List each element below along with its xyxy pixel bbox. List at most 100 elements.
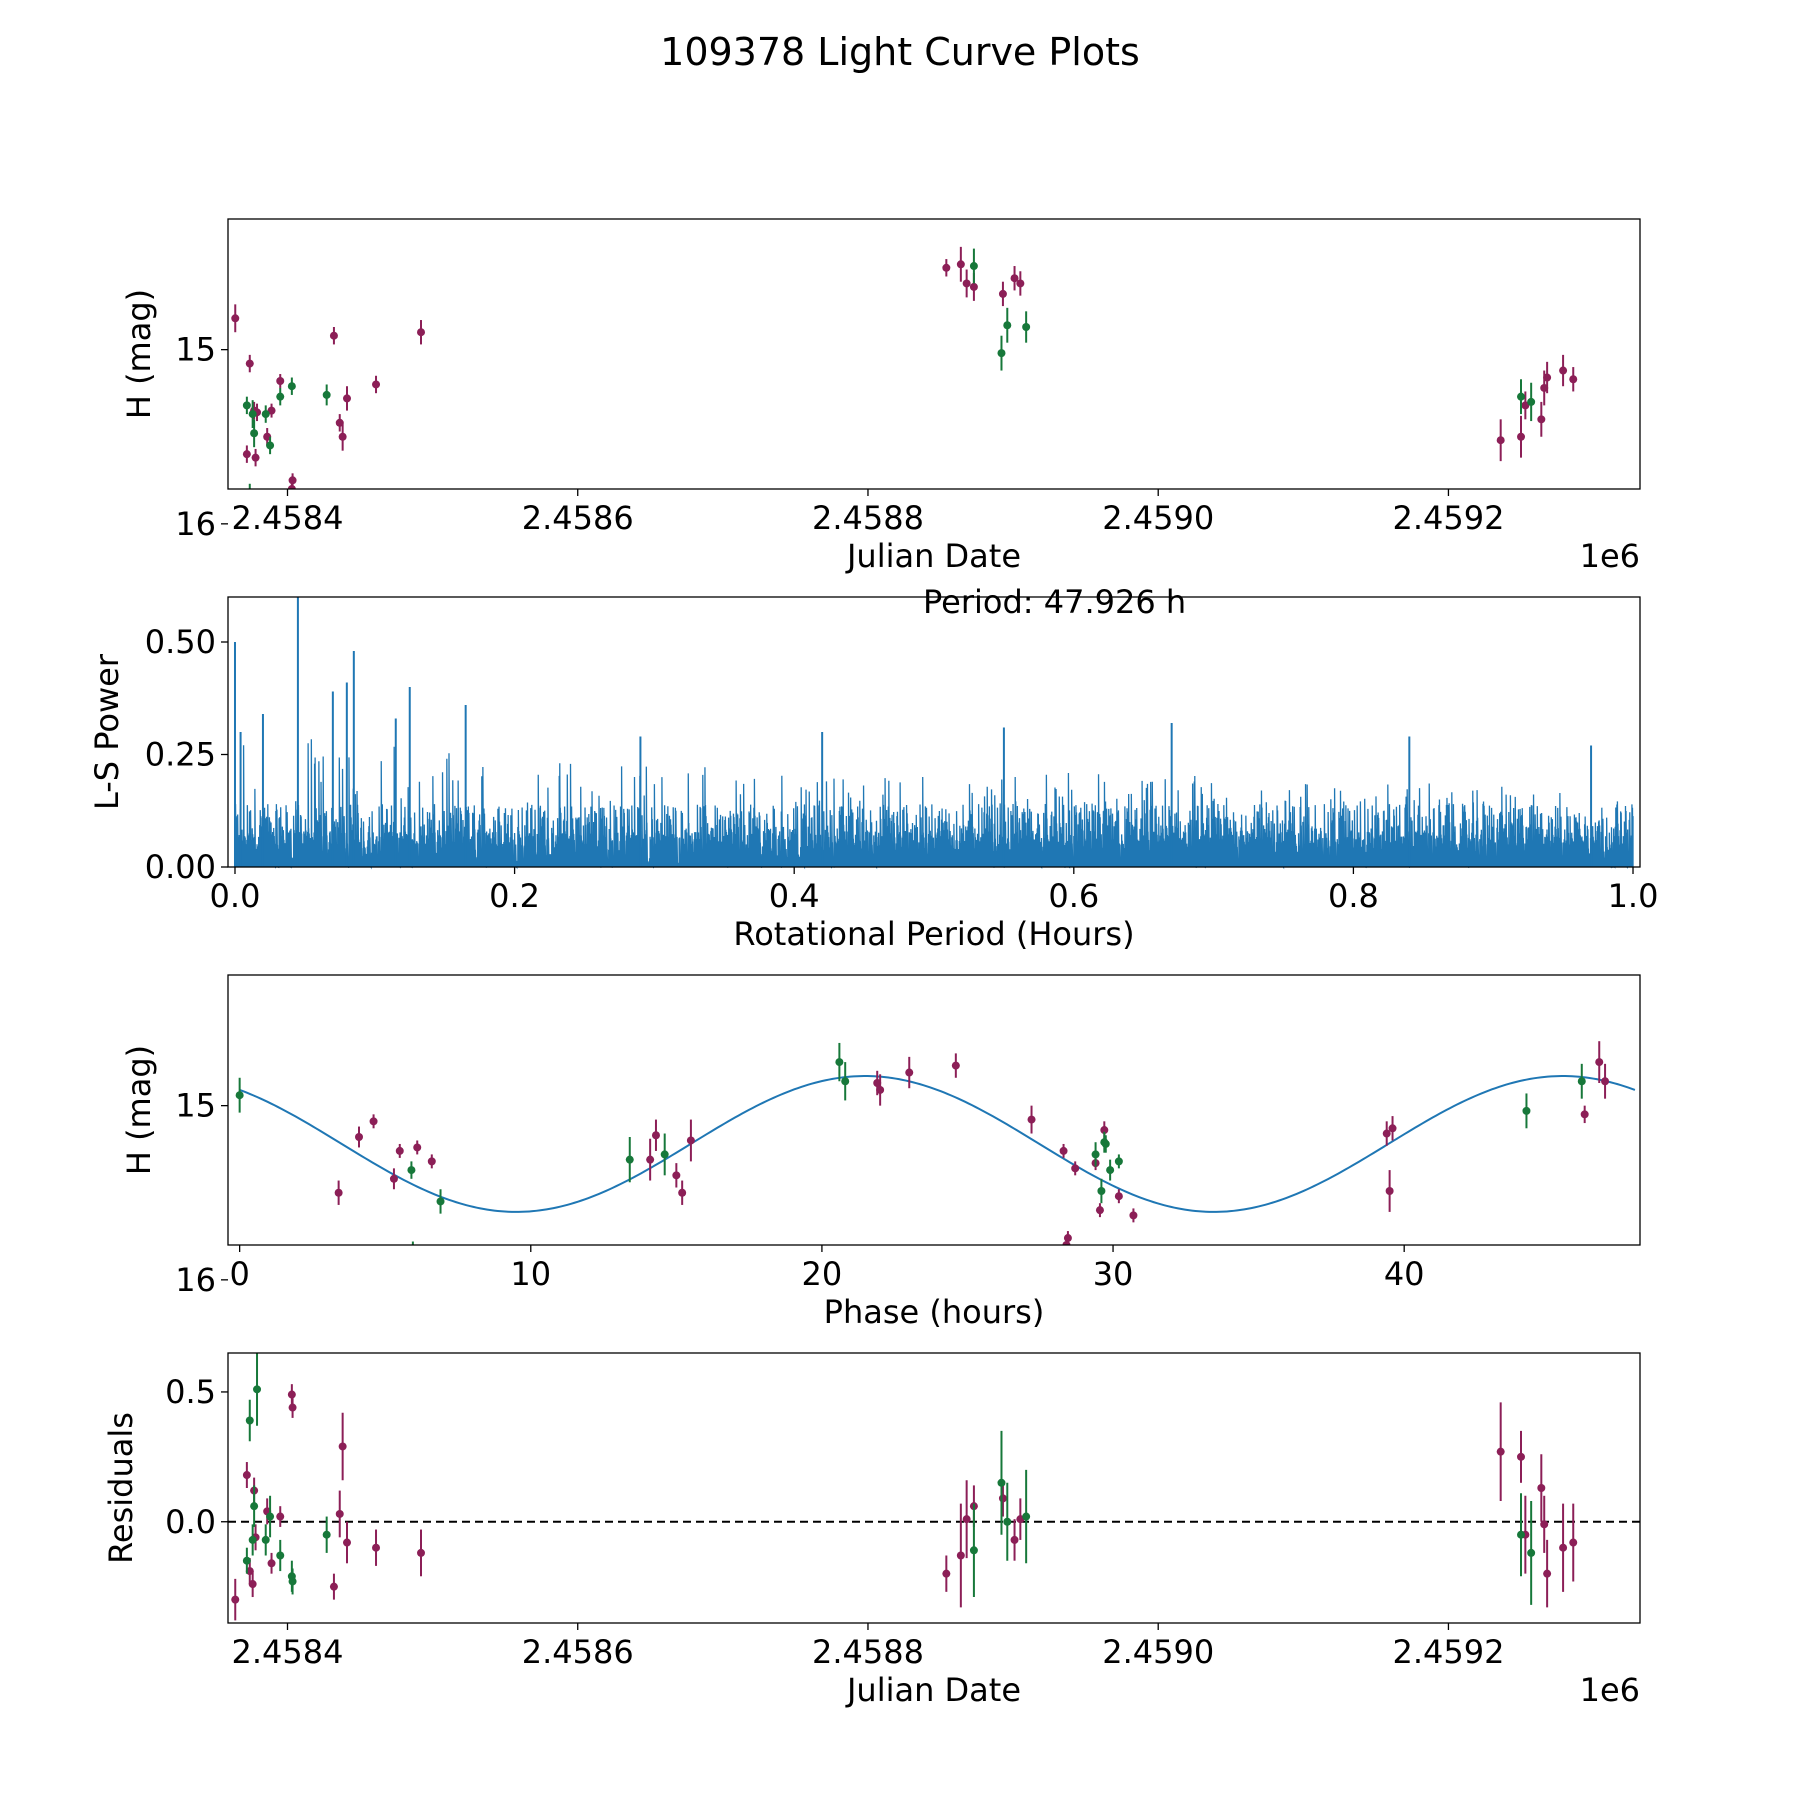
data-point (1097, 1187, 1106, 1195)
data-point (1569, 1538, 1578, 1547)
data-point (242, 450, 251, 459)
data-point (876, 1085, 885, 1094)
data-point (342, 394, 351, 403)
data-point (261, 1535, 270, 1544)
data-point (1022, 323, 1031, 331)
x-tick-label: 0.0 (210, 877, 261, 915)
data-point (242, 1556, 251, 1565)
data-point (962, 1515, 971, 1524)
x-tick-label: 30 (1093, 1255, 1134, 1293)
data-point (417, 328, 426, 337)
data-point (338, 432, 347, 441)
data-point (389, 1174, 398, 1183)
x-tick-label: 2.4592 (1392, 499, 1504, 537)
data-layer (231, 246, 1578, 489)
data-point (956, 1551, 965, 1560)
data-point (1388, 1124, 1397, 1133)
y-axis-label: H (mag) (120, 289, 158, 419)
data-point (248, 1580, 257, 1589)
x-tick-label: 2.4586 (522, 499, 634, 537)
data-point (276, 1551, 285, 1560)
axes-frame (227, 218, 1641, 490)
data-point (998, 1494, 1007, 1503)
data-point (1559, 366, 1568, 375)
data-point (1095, 1206, 1104, 1215)
data-point (231, 314, 240, 323)
axes-frame (227, 1352, 1641, 1624)
x-tick-label: 1.0 (1608, 877, 1659, 915)
data-point (250, 429, 259, 438)
data-point (672, 1171, 681, 1180)
data-point (248, 410, 257, 419)
data-point (372, 380, 381, 389)
data-point (1517, 432, 1526, 441)
data-point (334, 1188, 343, 1197)
data-point (242, 401, 251, 410)
y-tick-label: 0.00 (145, 848, 216, 886)
data-point (235, 1091, 244, 1100)
x-tick-label: 0.6 (1048, 877, 1099, 915)
data-point (409, 1250, 417, 1258)
data-point (1517, 1452, 1526, 1461)
data-point (678, 1188, 687, 1197)
data-layer (235, 1041, 1610, 1258)
data-point (1003, 321, 1012, 330)
data-point (1521, 401, 1530, 410)
y-tick-label: 16 (175, 1261, 216, 1299)
data-point (342, 1538, 351, 1547)
data-point (1010, 1535, 1019, 1544)
data-point (407, 1166, 416, 1175)
data-point (1106, 1166, 1115, 1175)
data-point (942, 1569, 951, 1578)
panel-periodogram: 0.0 0.2 0.4 0.6 0.8 1.0 0.00 0.25 0.50 Rotational… (88, 583, 1658, 953)
figure-title: 109378 Light Curve Plots (660, 30, 1140, 74)
data-point (835, 1058, 844, 1067)
x-tick-label: 0.2 (489, 877, 540, 915)
y-axis-label: Residuals (102, 1412, 140, 1564)
data-point (369, 1117, 378, 1126)
data-point (997, 1478, 1006, 1487)
data-point (1114, 1157, 1123, 1166)
data-point (951, 1061, 960, 1070)
data-point (1543, 373, 1552, 382)
data-point (1059, 1146, 1068, 1155)
x-tick-label: 2.4584 (232, 499, 344, 537)
data-point (1100, 1126, 1109, 1135)
data-point (267, 1559, 276, 1568)
data-point (322, 390, 331, 399)
data-point (372, 1543, 381, 1552)
data-point (1385, 1187, 1394, 1195)
data-point (427, 1157, 436, 1166)
data-point (1382, 1129, 1391, 1138)
data-point (1129, 1211, 1138, 1220)
data-point (417, 1548, 426, 1557)
panel-lightcurve: 2.4584 2.4586 2.4588 2.4590 2.4592 16 15 Julian… (120, 218, 1641, 575)
data-point (969, 262, 978, 271)
data-point (1543, 1569, 1552, 1578)
panel-residuals: 2.4584 2.4586 2.4588 2.4590 2.4592 0.5 0.0 Juli… (102, 1352, 1641, 1709)
data-point (245, 1416, 254, 1425)
data-point (1569, 375, 1578, 384)
data-point (1003, 1517, 1012, 1526)
data-point (288, 476, 297, 485)
data-point (245, 359, 254, 368)
x-axis-label: Julian Date (845, 1671, 1021, 1709)
axes-frame (227, 596, 1641, 868)
x-offset-label: 1e6 (1580, 537, 1640, 575)
data-point (1540, 1520, 1549, 1529)
y-tick-label: 15 (175, 1087, 216, 1125)
data-point (287, 1390, 296, 1399)
data-point (287, 382, 296, 391)
x-tick-label: 2.4584 (232, 1633, 344, 1671)
x-axis-label: Julian Date (845, 537, 1021, 575)
data-point (266, 441, 275, 450)
data-point (660, 1150, 669, 1159)
data-point (251, 453, 260, 462)
data-point (338, 1442, 347, 1451)
x-tick-label: 2.4588 (812, 1633, 924, 1671)
y-tick-label: 15 (175, 331, 216, 369)
data-point (998, 289, 1007, 298)
x-tick-label: 2.4590 (1102, 1633, 1214, 1671)
data-point (1580, 1110, 1589, 1119)
